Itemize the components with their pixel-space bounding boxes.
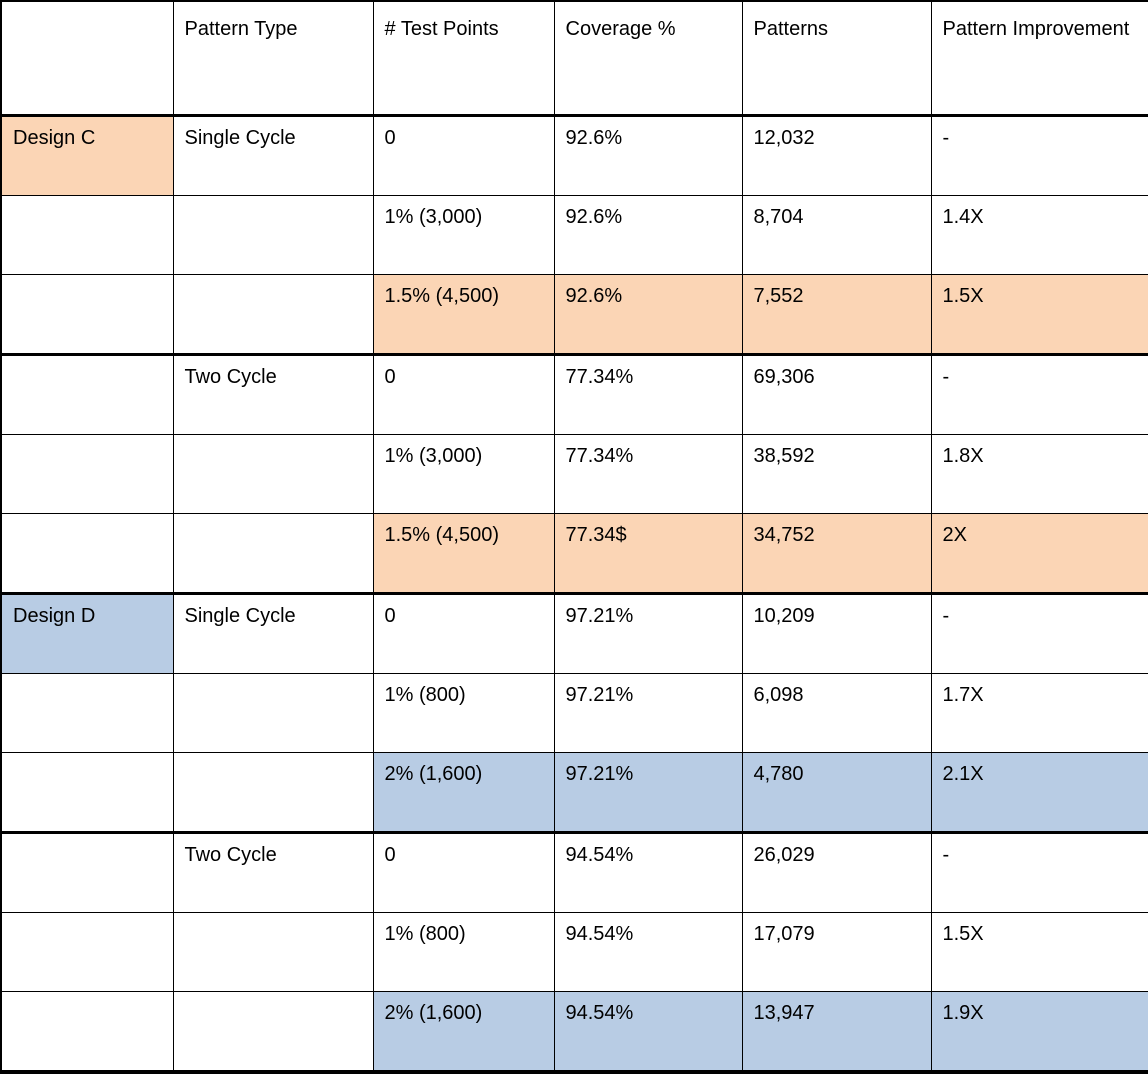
cell-design bbox=[0, 195, 174, 275]
cell-test-points: 0 bbox=[372, 354, 555, 435]
cell-coverage: 92.6% bbox=[553, 274, 743, 356]
cell-design: Design C bbox=[0, 115, 174, 196]
column-header-pattern-type: Pattern Type bbox=[172, 0, 374, 117]
column-header-pattern-improvement: Pattern Improvement bbox=[930, 0, 1148, 117]
cell-coverage: 94.54% bbox=[553, 991, 743, 1073]
cell-patterns: 17,079 bbox=[741, 912, 932, 992]
cell-test-points: 2% (1,600) bbox=[372, 991, 555, 1073]
cell-pattern-type bbox=[172, 434, 374, 514]
table-header: Pattern Type # Test Points Coverage % Patte… bbox=[0, 0, 1148, 117]
table-row-7: Design D Single Cycle 0 97.21% 10,209- bbox=[0, 593, 1148, 674]
cell-pattern-improvement: 1.9X bbox=[930, 991, 1148, 1073]
column-header-patterns: Patterns bbox=[741, 0, 932, 117]
cell-test-points: 1% (3,000) bbox=[372, 434, 555, 514]
cell-pattern-improvement: 1.8X bbox=[930, 434, 1148, 514]
cell-test-points: 1% (3,000) bbox=[372, 195, 555, 275]
table-row-5: 1% (3,000) 77.34% 38,592 1.8X bbox=[0, 434, 1148, 514]
cell-coverage: 97.21% bbox=[553, 752, 743, 834]
cell-patterns: 13,947 bbox=[741, 991, 932, 1073]
cell-pattern-improvement: 1.5X bbox=[930, 274, 1148, 356]
table-row-8: 1% (800) 97.21% 6,098 1.7X bbox=[0, 673, 1148, 753]
header-row: Pattern Type # Test Points Coverage % Patte… bbox=[0, 0, 1148, 117]
cell-test-points: 2% (1,600) bbox=[372, 752, 555, 834]
cell-coverage: 92.6% bbox=[553, 115, 743, 196]
table-row-4: Two Cycle 0 77.34% 69,306- bbox=[0, 354, 1148, 435]
table-body: Design C Single Cycle 0 92.6% 12,032-1% (3,0… bbox=[0, 115, 1148, 1073]
cell-coverage: 94.54% bbox=[553, 832, 743, 913]
cell-pattern-improvement: - bbox=[930, 832, 1148, 913]
cell-patterns: 6,098 bbox=[741, 673, 932, 753]
cell-design bbox=[0, 513, 174, 595]
cell-test-points: 0 bbox=[372, 832, 555, 913]
cell-patterns: 12,032 bbox=[741, 115, 932, 196]
cell-pattern-type bbox=[172, 912, 374, 992]
cell-pattern-type bbox=[172, 673, 374, 753]
cell-coverage: 77.34% bbox=[553, 434, 743, 514]
cell-test-points: 0 bbox=[372, 115, 555, 196]
cell-patterns: 4,780 bbox=[741, 752, 932, 834]
cell-coverage: 77.34% bbox=[553, 354, 743, 435]
cell-test-points: 1.5% (4,500) bbox=[372, 274, 555, 356]
cell-design bbox=[0, 832, 174, 913]
cell-pattern-type: Two Cycle bbox=[172, 832, 374, 913]
cell-coverage: 97.21% bbox=[553, 673, 743, 753]
table-row-11: 1% (800) 94.54% 17,079 1.5X bbox=[0, 912, 1148, 992]
cell-pattern-type: Two Cycle bbox=[172, 354, 374, 435]
cell-pattern-improvement: 1.5X bbox=[930, 912, 1148, 992]
cell-design bbox=[0, 673, 174, 753]
cell-pattern-improvement: - bbox=[930, 593, 1148, 674]
cell-design bbox=[0, 752, 174, 834]
cell-pattern-type bbox=[172, 752, 374, 834]
cell-design bbox=[0, 991, 174, 1073]
cell-patterns: 26,029 bbox=[741, 832, 932, 913]
cell-pattern-type: Single Cycle bbox=[172, 115, 374, 196]
cell-coverage: 92.6% bbox=[553, 195, 743, 275]
cell-pattern-improvement: 2X bbox=[930, 513, 1148, 595]
cell-pattern-improvement: - bbox=[930, 354, 1148, 435]
table-row-12: 2% (1,600) 94.54% 13,947 1.9X bbox=[0, 991, 1148, 1073]
cell-test-points: 0 bbox=[372, 593, 555, 674]
cell-pattern-improvement: 2.1X bbox=[930, 752, 1148, 834]
cell-test-points: 1.5% (4,500) bbox=[372, 513, 555, 595]
cell-patterns: 8,704 bbox=[741, 195, 932, 275]
table-row-3: 1.5% (4,500) 92.6% 7,552 1.5X bbox=[0, 274, 1148, 356]
table-row-10: Two Cycle 0 94.54% 26,029- bbox=[0, 832, 1148, 913]
cell-design bbox=[0, 354, 174, 435]
table-row-6: 1.5% (4,500) 77.34$ 34,752 2X bbox=[0, 513, 1148, 595]
cell-pattern-type bbox=[172, 513, 374, 595]
cell-patterns: 7,552 bbox=[741, 274, 932, 356]
cell-test-points: 1% (800) bbox=[372, 912, 555, 992]
cell-pattern-type: Single Cycle bbox=[172, 593, 374, 674]
cell-patterns: 34,752 bbox=[741, 513, 932, 595]
column-header-design bbox=[0, 0, 174, 117]
cell-pattern-improvement: 1.7X bbox=[930, 673, 1148, 753]
table-row-1: Design C Single Cycle 0 92.6% 12,032- bbox=[0, 115, 1148, 196]
column-header-coverage: Coverage % bbox=[553, 0, 743, 117]
table-row-9: 2% (1,600) 97.21% 4,780 2.1X bbox=[0, 752, 1148, 834]
cell-design bbox=[0, 912, 174, 992]
cell-patterns: 10,209 bbox=[741, 593, 932, 674]
cell-design bbox=[0, 434, 174, 514]
table-row-2: 1% (3,000) 92.6% 8,704 1.4X bbox=[0, 195, 1148, 275]
cell-coverage: 77.34$ bbox=[553, 513, 743, 595]
cell-coverage: 94.54% bbox=[553, 912, 743, 992]
cell-pattern-improvement: - bbox=[930, 115, 1148, 196]
cell-pattern-type bbox=[172, 991, 374, 1073]
cell-patterns: 38,592 bbox=[741, 434, 932, 514]
cell-pattern-improvement: 1.4X bbox=[930, 195, 1148, 275]
cell-design: Design D bbox=[0, 593, 174, 674]
cell-pattern-type bbox=[172, 195, 374, 275]
cell-test-points: 1% (800) bbox=[372, 673, 555, 753]
cell-design bbox=[0, 274, 174, 356]
cell-patterns: 69,306 bbox=[741, 354, 932, 435]
cell-pattern-type bbox=[172, 274, 374, 356]
cell-coverage: 97.21% bbox=[553, 593, 743, 674]
column-header-test-points: # Test Points bbox=[372, 0, 555, 117]
